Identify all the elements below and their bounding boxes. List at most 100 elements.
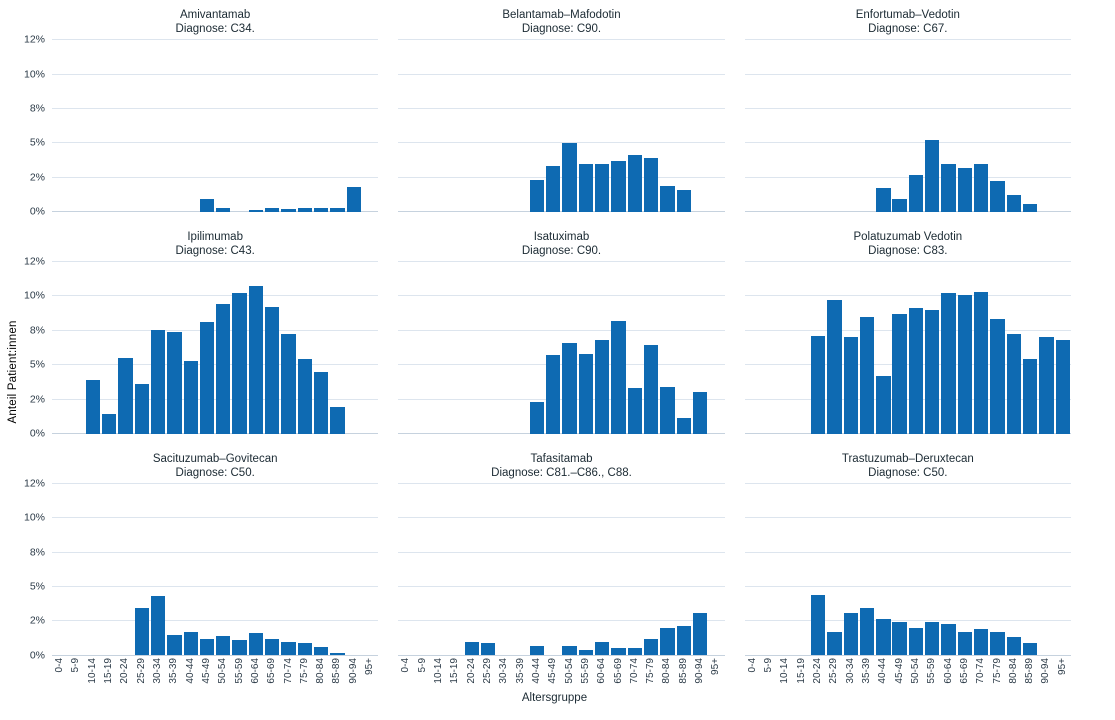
x-tick-label: 60-64 bbox=[942, 658, 954, 684]
gridline bbox=[52, 176, 379, 178]
facet-grid: 0% 2% 5% 8% 10% 12% Amivantamab Diagnose: C34. B… bbox=[16, 0, 1093, 704]
gridline bbox=[52, 39, 379, 41]
bar bbox=[199, 199, 215, 212]
bar bbox=[281, 209, 296, 212]
bar bbox=[925, 622, 940, 656]
plot-area bbox=[398, 261, 725, 434]
bar bbox=[644, 638, 659, 656]
y-tick-label: 12% bbox=[23, 255, 45, 268]
bar bbox=[908, 308, 924, 434]
bar bbox=[627, 648, 643, 656]
y-axis-tick-labels: 0% 2% 5% 8% 10% 12% bbox=[16, 256, 52, 438]
x-tick-label: 55-59 bbox=[926, 658, 938, 684]
facet-drug-name: Ipilimumab bbox=[187, 230, 243, 243]
gridline bbox=[744, 551, 1071, 553]
bar bbox=[134, 608, 149, 656]
x-tick-label: 70-74 bbox=[282, 658, 294, 684]
y-tick-label: 5% bbox=[29, 136, 45, 149]
bar bbox=[281, 334, 296, 434]
bar bbox=[827, 631, 842, 656]
x-tick-label: 65-69 bbox=[612, 658, 624, 684]
gridline bbox=[744, 295, 1071, 297]
x-tick-slot: 60-64 bbox=[940, 658, 956, 684]
bar bbox=[167, 331, 182, 434]
facet-panel: Trastuzumab–Deruxtecan Diagnose: C50. bbox=[744, 452, 1071, 656]
x-axis-tick-labels: 0-4 5-9 10-14 15-19 20-24 25-29 30-34 35-39 40-4… bbox=[52, 658, 378, 684]
gridline bbox=[52, 398, 379, 400]
x-tick-label: 20-24 bbox=[465, 658, 477, 684]
zero-baseline bbox=[52, 433, 379, 434]
bar bbox=[892, 622, 907, 656]
x-tick-slot: 35-39 bbox=[513, 658, 529, 684]
bar bbox=[908, 627, 924, 656]
gridline bbox=[398, 73, 725, 75]
x-tick-label: 45-49 bbox=[200, 658, 212, 684]
bar bbox=[297, 208, 313, 212]
x-tick-label: 25-29 bbox=[135, 658, 147, 684]
x-tick-slot: 15-19 bbox=[101, 658, 117, 684]
x-tick-slot: 5-9 bbox=[761, 658, 777, 684]
x-tick-slot: 70-74 bbox=[627, 658, 643, 684]
x-tick-label: 40-44 bbox=[530, 658, 542, 684]
bar bbox=[892, 199, 907, 212]
gridline bbox=[398, 176, 725, 178]
facet-panel: Ipilimumab Diagnose: C43. bbox=[52, 230, 379, 434]
bar bbox=[216, 304, 231, 434]
x-tick-slot: 40-44 bbox=[529, 658, 545, 684]
x-tick-slot: 95+ bbox=[362, 658, 378, 684]
bar bbox=[876, 375, 891, 434]
y-tick-label: 8% bbox=[29, 102, 45, 115]
x-tick-slot: 75-79 bbox=[297, 658, 313, 684]
gridline bbox=[398, 620, 725, 622]
plot-area bbox=[398, 39, 725, 213]
x-tick-slot: 25-29 bbox=[134, 658, 150, 684]
facet-row: 0% 2% 5% 8% 10% 12% Ipilimumab Diagnose: C43. Is… bbox=[16, 230, 1071, 438]
gridline bbox=[398, 142, 725, 144]
x-tick-label: 45-49 bbox=[547, 658, 559, 684]
bar bbox=[101, 414, 117, 434]
x-tick-slot: 20-24 bbox=[810, 658, 826, 684]
x-tick-slot: 85-89 bbox=[676, 658, 692, 684]
bar bbox=[660, 185, 675, 212]
gridline bbox=[744, 73, 1071, 75]
facet-panel: Isatuximab Diagnose: C90. bbox=[398, 230, 725, 434]
y-tick-label: 0% bbox=[29, 205, 45, 218]
facet-drug-name: Enfortumab–Vedotin bbox=[855, 9, 960, 21]
facet-panel: Tafasitamab Diagnose: C81.–C86., C88. bbox=[398, 452, 725, 656]
gridline bbox=[398, 398, 725, 400]
x-tick-label: 5-9 bbox=[763, 658, 775, 673]
x-tick-label: 15-19 bbox=[103, 658, 115, 684]
x-tick-slot: 50-54 bbox=[215, 658, 231, 684]
gridline bbox=[744, 398, 1071, 400]
facet-drug-name: Trastuzumab–Deruxtecan bbox=[841, 452, 974, 465]
x-tick-label: 75-79 bbox=[645, 658, 657, 684]
bar bbox=[1023, 203, 1038, 212]
gridline bbox=[744, 39, 1071, 41]
y-tick-label: 8% bbox=[29, 324, 45, 337]
zero-baseline bbox=[398, 654, 725, 656]
bar bbox=[199, 322, 215, 434]
zero-baseline bbox=[398, 433, 725, 434]
facet-diagnosis: Diagnose: C50. bbox=[175, 466, 255, 479]
x-tick-label: 0-4 bbox=[54, 658, 66, 673]
bar bbox=[562, 342, 577, 434]
gridline bbox=[398, 295, 725, 297]
gridline bbox=[52, 73, 379, 75]
x-tick-label: 90-94 bbox=[694, 658, 706, 684]
bar bbox=[265, 306, 280, 434]
bar bbox=[810, 594, 826, 656]
zero-baseline bbox=[52, 211, 379, 213]
x-tick-label: 95+ bbox=[1056, 658, 1068, 676]
plot-area bbox=[52, 482, 379, 656]
gridline bbox=[744, 585, 1071, 587]
bar bbox=[265, 208, 280, 212]
x-tick-label: 80-84 bbox=[315, 658, 327, 684]
gridline bbox=[398, 329, 725, 331]
bar bbox=[314, 371, 329, 434]
bar bbox=[480, 642, 496, 656]
bar bbox=[1006, 195, 1022, 212]
x-tick-slot: 5-9 bbox=[68, 658, 84, 684]
gridline bbox=[744, 482, 1071, 484]
facet-drug-name: Polatuzumab Vedotin bbox=[853, 230, 963, 243]
facet-drug-name: Belantamab–Mafodotin bbox=[502, 9, 621, 21]
